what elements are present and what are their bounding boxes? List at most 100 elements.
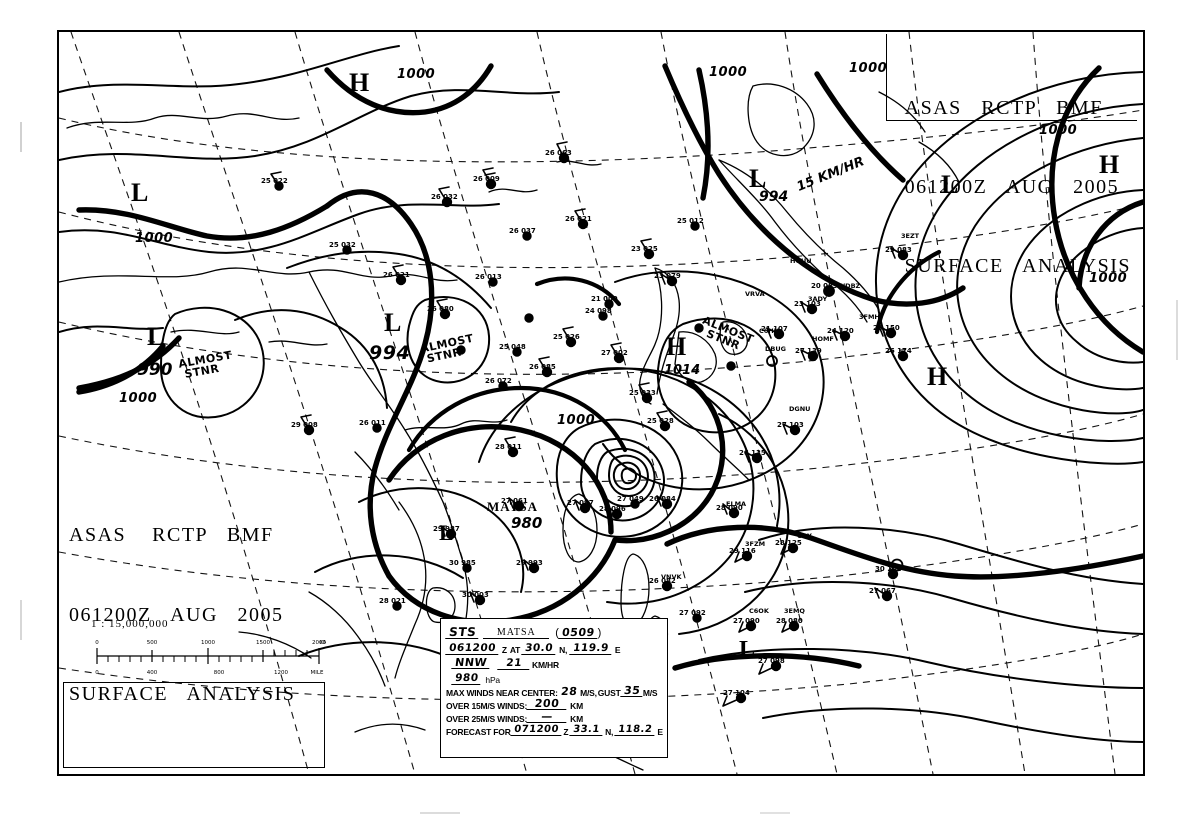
station-obs: 30 104	[875, 565, 902, 573]
svg-text:1200: 1200	[274, 670, 288, 676]
station-id: DBUG	[765, 345, 786, 353]
station-obs: 26 135	[739, 449, 766, 457]
station-obs: 27 097	[567, 499, 594, 507]
station-obs: 27 103	[777, 421, 804, 429]
pressure-center-l: L	[941, 170, 959, 199]
footer-title-block: ASAS RCTP BMF 061200Z AUG 2005 SURFACE A…	[69, 470, 295, 760]
isobar-label: 1000	[1089, 271, 1128, 286]
scale-ratio-label: 1 : 15,000,000	[91, 618, 169, 630]
station-obs: 21 009	[591, 295, 618, 303]
center-pressure-label: 994	[759, 189, 789, 205]
station-obs: 26 009	[473, 175, 500, 183]
isobar-label: 1000	[849, 61, 888, 76]
station-obs: 25 026	[553, 333, 580, 341]
station-id: VNVK	[661, 573, 682, 581]
center-pressure-label: 1014	[664, 363, 701, 378]
graticule-layer	[59, 32, 1143, 774]
station-id: 3EMQ	[784, 607, 805, 615]
station-obs: 26 085	[529, 363, 556, 371]
scan-edge-mark	[420, 812, 460, 814]
gust-unit: M/S	[642, 687, 658, 698]
station-obs: 27 092	[679, 609, 706, 617]
pressure-center-h: H	[927, 362, 948, 391]
station-obs: 26 174	[885, 347, 912, 355]
svg-text:500: 500	[147, 640, 158, 646]
pressure-center-l: L	[131, 178, 149, 207]
footer-line-3: SURFACE ANALYSIS	[69, 682, 296, 705]
storm-number-open: (	[555, 627, 559, 639]
pressure-center-h: H	[1099, 150, 1120, 179]
z-label: Z	[501, 644, 507, 655]
pressure-center-l: L	[147, 322, 165, 351]
station-id: 3FZM	[745, 540, 766, 548]
max-wind-value: 28	[559, 685, 578, 698]
station-obs: 26 080	[427, 305, 454, 313]
station-obs: 26 013	[475, 273, 502, 281]
station-obs: 24 120	[827, 327, 854, 335]
max-wind-unit: M/S,	[580, 687, 597, 698]
lon-unit: E	[614, 644, 621, 655]
station-obs: 29 987	[433, 525, 460, 533]
station-obs: 26 082	[649, 577, 676, 585]
forecast-time: 071200	[509, 724, 563, 736]
station-obs: 28 011	[495, 443, 522, 451]
r25-unit: KM	[570, 713, 583, 724]
station-obs: 25 012	[677, 217, 704, 225]
station-obs: 20 089	[811, 282, 838, 290]
speed-unit: KM/HR	[532, 659, 559, 670]
forecast-lon: 118.2	[614, 724, 657, 736]
r15-unit: KM	[570, 700, 583, 711]
storm-obs-time: 061200	[445, 642, 500, 654]
station-obs: 26 021	[383, 271, 410, 279]
station-obs: 27 098	[758, 657, 785, 665]
map-frame: 1000 1000 1000 1000 1000 1000 1000 1000 …	[57, 30, 1145, 776]
pressure-unit: hPa	[485, 674, 500, 685]
r25-label: OVER 25M/S WINDS:	[446, 713, 528, 724]
station-obs: 26 037	[509, 227, 536, 235]
typhoon-pressure-label: 980	[511, 514, 543, 532]
svg-text:800: 800	[214, 670, 225, 676]
storm-pressure: 980	[451, 672, 483, 684]
station-obs: 28 090	[716, 504, 743, 512]
pressure-center-l: L	[749, 164, 767, 193]
header-line-1: ASAS RCTP BMF	[904, 96, 1103, 119]
storm-lon: 119.9	[569, 642, 613, 654]
isobar-label: 1000	[709, 65, 748, 80]
station-obs: 24 098	[585, 307, 612, 315]
station-obs: 27 067	[869, 587, 896, 595]
station-obs: 25 032	[329, 241, 356, 249]
station-obs: 26 011	[359, 419, 386, 427]
center-pressure-label: 990	[137, 360, 173, 380]
station-obs: 27 104	[723, 689, 750, 697]
isobar-thin-layer	[59, 45, 1143, 743]
station-obs: 28 080	[776, 617, 803, 625]
forecast-lat: 33.1	[569, 724, 604, 736]
station-obs: 28 096	[599, 505, 626, 513]
svg-text:400: 400	[147, 670, 158, 676]
station-id: C6OK	[749, 607, 769, 615]
storm-class: STS	[445, 625, 481, 639]
storm-direction: NNW	[451, 656, 491, 669]
svg-text:1000: 1000	[201, 640, 215, 646]
station-obs: 27 049	[617, 495, 644, 503]
station-obs: 28 021	[379, 597, 406, 605]
lat-unit: N,	[559, 644, 568, 655]
isobar-label: 1000	[397, 67, 436, 82]
pressure-center-h: H	[666, 332, 687, 361]
station-id: COY	[797, 532, 812, 540]
isobar-label: 1000	[557, 413, 596, 428]
footer-line-2: 061200Z AUG 2005	[69, 603, 284, 626]
svg-text:1500: 1500	[256, 640, 270, 646]
svg-text:0: 0	[95, 640, 99, 646]
pressure-center-l: L	[384, 308, 402, 337]
station-plot-layer	[270, 141, 909, 707]
station-obs: 27 061	[501, 497, 528, 505]
storm-number-close: )	[597, 627, 602, 639]
station-id: ELMA	[726, 500, 747, 508]
isobar-label: 994	[369, 342, 411, 364]
scale-bar-graphic: 0 500 1000 1500 2000KM 0 400 800 1200 MILE	[95, 640, 328, 676]
station-obs: 30 985	[449, 559, 476, 567]
forecast-label: FORECAST FOR	[446, 726, 511, 737]
station-id: HOUU	[790, 257, 812, 265]
